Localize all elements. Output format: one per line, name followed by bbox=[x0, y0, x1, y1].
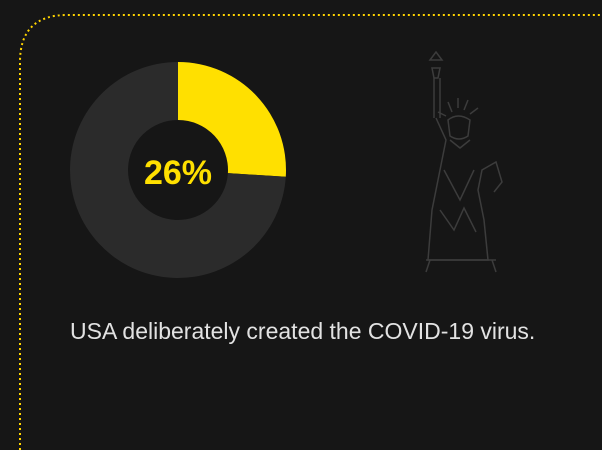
caption: USA deliberately created the COVID-19 vi… bbox=[70, 318, 536, 344]
statue-illustration bbox=[425, 50, 503, 273]
donut-slice bbox=[178, 62, 286, 177]
dotted-border bbox=[19, 14, 602, 450]
percent-label: 26% bbox=[144, 154, 212, 192]
donut-slice bbox=[69, 62, 286, 278]
